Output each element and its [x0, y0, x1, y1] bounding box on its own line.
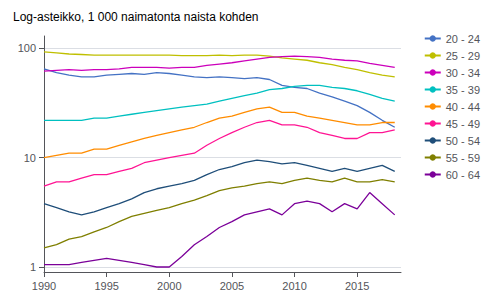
- svg-text:2010: 2010: [282, 280, 306, 292]
- svg-text:25 - 29: 25 - 29: [446, 50, 480, 62]
- svg-text:30 - 34: 30 - 34: [446, 67, 480, 79]
- svg-text:35 - 39: 35 - 39: [446, 84, 480, 96]
- svg-text:55 - 59: 55 - 59: [446, 152, 480, 164]
- svg-text:10: 10: [24, 152, 36, 164]
- svg-text:20 - 24: 20 - 24: [446, 33, 480, 45]
- svg-text:1990: 1990: [32, 280, 56, 292]
- svg-text:50 - 54: 50 - 54: [446, 135, 480, 147]
- svg-text:40 - 44: 40 - 44: [446, 101, 480, 113]
- svg-text:2005: 2005: [220, 280, 244, 292]
- svg-text:45 - 49: 45 - 49: [446, 118, 480, 130]
- svg-text:1: 1: [30, 261, 36, 273]
- svg-text:100: 100: [18, 42, 36, 54]
- svg-text:2000: 2000: [157, 280, 181, 292]
- svg-text:Log-asteikko, 1 000 naimatonta: Log-asteikko, 1 000 naimatonta naista ko…: [13, 10, 259, 24]
- svg-text:60 - 64: 60 - 64: [446, 169, 480, 181]
- svg-text:1995: 1995: [94, 280, 118, 292]
- svg-text:2015: 2015: [345, 280, 369, 292]
